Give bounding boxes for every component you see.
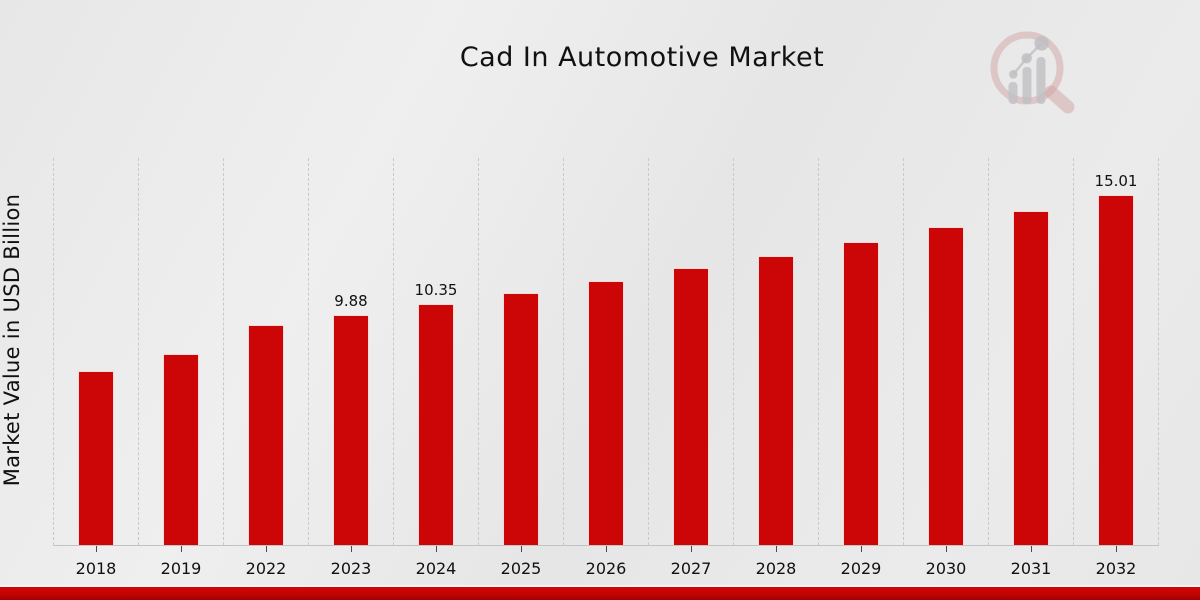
category-cell: 2027 — [649, 158, 734, 578]
bar-2029 — [843, 242, 879, 545]
magnifier-growth-chart-watermark-icon — [990, 31, 1075, 114]
x-tick-label: 2032 — [1095, 559, 1137, 578]
x-axis-tick — [776, 546, 777, 552]
x-axis-tick — [946, 546, 947, 552]
x-tick-label: 2024 — [415, 559, 457, 578]
x-tick-label: 2018 — [75, 559, 117, 578]
x-tick-label: 2029 — [840, 559, 882, 578]
bar-2026 — [588, 281, 624, 545]
bar-value-label: 9.88 — [334, 292, 368, 310]
category-cell: 2026 — [564, 158, 649, 578]
chart-title: Cad In Automotive Market — [459, 42, 825, 73]
y-axis-label: Market Value in USD Billion — [0, 193, 24, 487]
x-axis-tick — [181, 546, 182, 552]
bar-2023 — [333, 315, 369, 545]
plot-area: 2018 2019 2022 9.88 2023 10.35 2024 2025 2026 202… — [53, 158, 1159, 578]
x-tick-label: 2022 — [245, 559, 287, 578]
x-axis-tick — [606, 546, 607, 552]
category-cell: 2028 — [734, 158, 819, 578]
category-cell: 10.35 2024 — [394, 158, 479, 578]
x-tick-label: 2026 — [585, 559, 627, 578]
bar-2025 — [503, 293, 539, 545]
bar-2028 — [758, 256, 794, 545]
bar-2022 — [248, 325, 284, 545]
bar-2032 — [1098, 195, 1134, 545]
x-axis-tick — [861, 546, 862, 552]
category-cell: 2030 — [904, 158, 989, 578]
category-cell: 2031 — [989, 158, 1074, 578]
x-axis-tick — [96, 546, 97, 552]
x-axis-tick — [1031, 546, 1032, 552]
category-cell: 2025 — [479, 158, 564, 578]
category-cell: 2029 — [819, 158, 904, 578]
category-cell: 2019 — [139, 158, 224, 578]
x-axis-tick — [691, 546, 692, 552]
category-cell: 2018 — [53, 158, 139, 578]
bar-2019 — [163, 354, 199, 545]
x-tick-label: 2027 — [670, 559, 712, 578]
x-tick-label: 2031 — [1010, 559, 1052, 578]
x-axis-tick — [266, 546, 267, 552]
x-tick-label: 2028 — [755, 559, 797, 578]
category-cell: 2022 — [224, 158, 309, 578]
bar-2024 — [418, 304, 454, 545]
x-axis-tick — [436, 546, 437, 552]
x-tick-label: 2023 — [330, 559, 372, 578]
x-tick-label: 2030 — [925, 559, 967, 578]
x-axis-tick — [521, 546, 522, 552]
bar-2027 — [673, 268, 709, 545]
x-tick-label: 2019 — [160, 559, 202, 578]
x-axis-tick — [1116, 546, 1117, 552]
x-axis-tick — [351, 546, 352, 552]
bar-2018 — [78, 371, 114, 545]
bar-value-label: 15.01 — [1094, 172, 1138, 190]
category-cell: 15.01 2032 — [1074, 158, 1159, 578]
bar-2031 — [1013, 211, 1049, 545]
category-cell: 9.88 2023 — [309, 158, 394, 578]
footer-accent-bar — [0, 585, 1200, 600]
bar-value-label: 10.35 — [414, 281, 458, 299]
x-tick-label: 2025 — [500, 559, 542, 578]
bar-2030 — [928, 227, 964, 545]
